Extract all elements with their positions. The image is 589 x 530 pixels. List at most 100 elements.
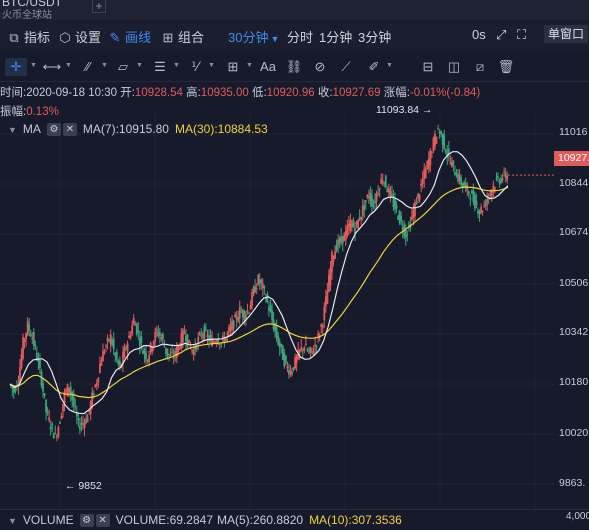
chevron-down-icon[interactable]: ▼ xyxy=(65,62,72,69)
chevron-down-icon[interactable]: ▼ xyxy=(246,62,253,69)
current-price-tag: 10927. xyxy=(554,151,589,166)
candle-body xyxy=(450,162,453,167)
candle-body xyxy=(241,309,244,318)
candle-body xyxy=(284,355,287,363)
candle-body xyxy=(42,383,44,392)
candle-body xyxy=(378,188,381,191)
candle-body xyxy=(100,360,103,366)
candle-body xyxy=(25,333,28,339)
candle-body xyxy=(191,349,194,351)
candle-body xyxy=(260,279,263,284)
candle-body xyxy=(469,197,472,200)
candle-body xyxy=(82,423,84,425)
candle-body xyxy=(217,338,220,344)
candle-body xyxy=(464,182,467,187)
candle-body xyxy=(460,177,462,186)
candle-body xyxy=(341,235,344,244)
candle-body xyxy=(59,422,61,425)
timeframe-option[interactable]: 1分钟 xyxy=(319,30,353,45)
text-icon[interactable]: Aa xyxy=(260,59,276,74)
settings-label: 设置 xyxy=(75,30,102,45)
main-toolbar: ⧉ 指标 ⬡ 设置 ✎ 画线 ⊞ 组合 30分钟 ▼ 分时 1分钟 3分钟 0s ⤢ ⛶ … xyxy=(0,21,589,49)
candle-body xyxy=(295,356,298,364)
low-annotation: ← 9852 xyxy=(65,480,102,492)
candle-body xyxy=(492,185,495,191)
fibonacci-icon[interactable]: ⅟ xyxy=(191,59,199,74)
draw-button[interactable]: ✎ 画线 xyxy=(108,27,151,46)
candle-body xyxy=(367,196,370,198)
parallel-lines-icon[interactable]: ☰ xyxy=(154,59,166,74)
candle-body xyxy=(39,359,41,369)
chevron-down-icon[interactable]: ▼ xyxy=(30,62,37,69)
gear-icon[interactable]: ⚙ xyxy=(79,514,94,528)
candle-body xyxy=(420,183,423,186)
gear-icon[interactable]: ⚙ xyxy=(46,123,61,137)
candle-body xyxy=(324,296,327,307)
candle-body xyxy=(60,416,63,419)
candle-body xyxy=(168,353,170,355)
candle-body xyxy=(114,352,117,357)
candle-body xyxy=(346,226,349,236)
tab-title[interactable]: BTC/USDT xyxy=(2,0,62,9)
hide-icon[interactable]: ⧄ xyxy=(475,59,485,74)
trash-icon[interactable]: 🗑 xyxy=(497,59,515,74)
timeframe-option[interactable]: 3分钟 xyxy=(358,30,392,45)
measure-icon[interactable]: ⊞ xyxy=(227,59,239,74)
indicators-button[interactable]: ⧉ 指标 xyxy=(7,27,50,46)
candle-body xyxy=(112,338,115,350)
candle-body xyxy=(440,131,443,135)
trend-line-icon[interactable]: ⁄⁄ xyxy=(85,59,91,74)
rectangle-icon[interactable]: ▱ xyxy=(118,59,128,74)
candle-body xyxy=(374,201,376,204)
candle-body xyxy=(12,387,15,393)
add-tab-button[interactable]: + xyxy=(92,0,106,13)
magnet-icon[interactable]: ⊘ xyxy=(314,59,326,74)
candle-body xyxy=(211,339,213,347)
chevron-down-icon[interactable]: ▼ xyxy=(208,62,215,69)
chevron-down-icon[interactable]: ▼ xyxy=(8,125,17,135)
candle-body xyxy=(75,412,78,417)
chevron-down-icon[interactable]: ▼ xyxy=(136,62,143,69)
close-icon[interactable]: ✕ xyxy=(95,514,110,528)
candle-body xyxy=(65,389,67,392)
timeframe-dropdown[interactable]: 30分钟 ▼ xyxy=(228,27,279,46)
candle-body xyxy=(118,360,121,366)
horizontal-line-icon[interactable]: ⟷ xyxy=(42,59,62,74)
close-icon[interactable]: ✕ xyxy=(62,123,77,137)
candle-body xyxy=(298,349,301,353)
candlestick-chart[interactable] xyxy=(0,112,555,509)
candle-body xyxy=(19,367,21,383)
candle-body xyxy=(360,216,363,220)
candle-body xyxy=(160,337,163,340)
candle-body xyxy=(294,357,296,369)
settings-button[interactable]: ⬡ 设置 xyxy=(58,27,101,46)
candle-body xyxy=(306,349,309,351)
ruler-icon[interactable]: ⟋ xyxy=(341,59,351,74)
price-axis[interactable] xyxy=(555,112,589,512)
timeframe-option[interactable]: 分时 xyxy=(287,30,314,45)
candle-body xyxy=(475,201,478,206)
chevron-down-icon[interactable]: ▼ xyxy=(173,62,180,69)
chevron-down-icon[interactable]: ▼ xyxy=(386,62,393,69)
candle-body xyxy=(494,187,496,190)
candle-body xyxy=(126,343,129,352)
crosshair-icon[interactable]: ✛ xyxy=(5,58,27,76)
brush-icon[interactable]: ✐ xyxy=(368,59,380,74)
lock-icon[interactable]: ⊟ xyxy=(422,59,434,74)
chevron-down-icon[interactable]: ▼ xyxy=(8,516,17,526)
candle-body xyxy=(437,127,439,129)
candle-body xyxy=(198,332,201,335)
candle-body xyxy=(91,392,94,406)
single-window-button[interactable]: 单窗口 xyxy=(544,25,589,43)
fit-screen-icon[interactable]: ⛶ xyxy=(517,27,527,42)
chevron-down-icon[interactable]: ▼ xyxy=(101,62,108,69)
candle-body xyxy=(338,237,341,244)
combine-button[interactable]: ⊞ 组合 xyxy=(161,27,204,46)
pattern-icon[interactable]: ⛓ xyxy=(285,59,303,74)
expand-icon[interactable]: ⤢ xyxy=(496,27,507,42)
candle-body xyxy=(314,344,316,346)
candle-body xyxy=(387,188,390,193)
candle-body xyxy=(32,331,35,346)
eye-icon[interactable]: ◫ xyxy=(447,59,461,74)
candle-body xyxy=(200,335,203,337)
